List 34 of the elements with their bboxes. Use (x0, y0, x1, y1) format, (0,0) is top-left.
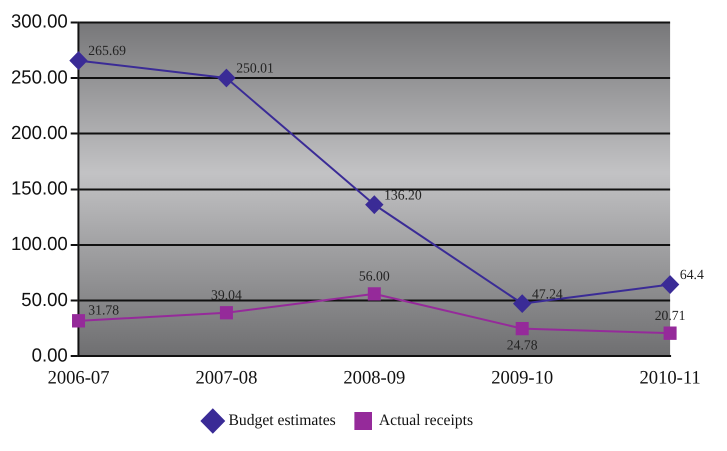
y-tick-label: 50.00 (21, 288, 68, 310)
x-tick-label: 2008-09 (343, 367, 406, 389)
x-tick-label: 2007-08 (195, 367, 258, 389)
y-tick-label: 150.00 (10, 177, 68, 199)
data-label: 24.78 (506, 337, 538, 352)
data-label: 136.20 (384, 187, 422, 202)
data-label: 39.04 (211, 287, 242, 302)
point (72, 314, 86, 328)
data-label: 64.4 (680, 267, 704, 282)
y-tick-label: 100.00 (10, 232, 68, 254)
x-tick-label: 2010-11 (639, 367, 701, 389)
data-label: 47.24 (532, 286, 563, 302)
y-tick-label: 300.00 (10, 10, 68, 32)
y-tick-label: 250.00 (10, 66, 68, 88)
point (366, 196, 384, 214)
data-label: 250.01 (236, 60, 274, 76)
y-tick-label: 200.00 (10, 122, 68, 143)
point (513, 294, 532, 313)
data-label: 56.00 (358, 268, 390, 284)
y-tick-label: 0.00 (32, 344, 68, 366)
x-tick-label: 2009-10 (491, 367, 554, 389)
data-label: 265.69 (88, 43, 126, 58)
point (70, 52, 88, 70)
legend-label: Actual receipts (378, 412, 474, 430)
point (220, 306, 233, 320)
data-label: 20.71 (654, 308, 686, 323)
point (661, 276, 679, 294)
x-tick-label: 2006-07 (48, 367, 110, 389)
data-label: 31.78 (88, 302, 120, 318)
point (516, 322, 529, 336)
legend-label: Budget estimates (228, 412, 336, 430)
point (664, 326, 677, 340)
point (368, 287, 381, 301)
point (218, 69, 236, 88)
